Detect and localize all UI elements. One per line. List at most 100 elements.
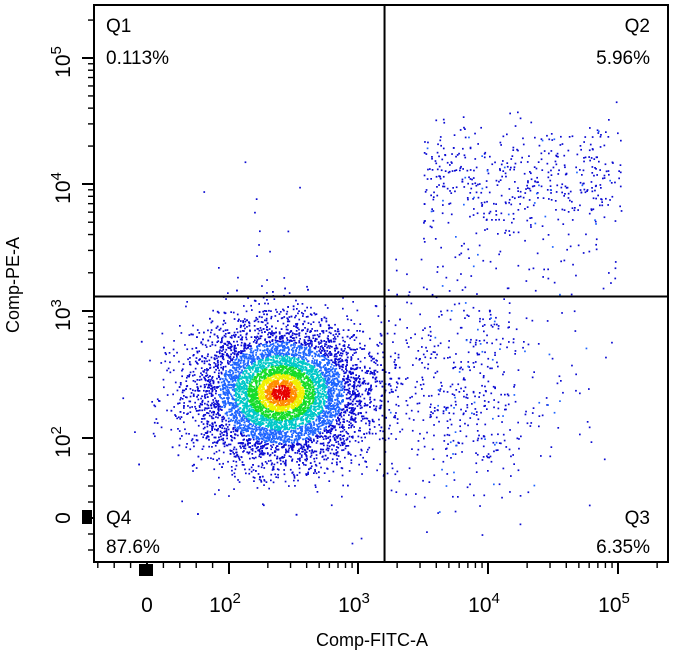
event-dot [373, 398, 376, 401]
event-dot [217, 408, 220, 411]
event-dot [345, 366, 347, 368]
event-dot [314, 334, 316, 337]
event-dot [212, 382, 215, 385]
event-dot [225, 430, 228, 433]
event-dot [345, 368, 347, 370]
event-dot [323, 316, 326, 319]
event-dot [336, 347, 339, 350]
event-dot [192, 380, 195, 382]
event-dot [423, 220, 426, 223]
event-dot [343, 442, 346, 445]
event-dot [388, 320, 390, 322]
event-dot [360, 448, 363, 451]
event-dot [198, 405, 201, 407]
event-dot [227, 360, 229, 362]
event-dot [424, 141, 426, 143]
event-dot [472, 440, 475, 442]
event-dot [291, 443, 294, 445]
event-dot [357, 413, 360, 416]
event-dot [196, 395, 198, 398]
event-dot [204, 393, 206, 396]
event-dot [240, 338, 243, 340]
event-dot [408, 417, 411, 420]
event-dot [345, 358, 348, 361]
event-dot [255, 316, 258, 319]
event-dot [277, 352, 280, 355]
event-dot [188, 400, 191, 403]
event-dot [243, 344, 245, 347]
event-dots [122, 101, 623, 545]
event-dot [331, 420, 333, 423]
event-dot [216, 441, 219, 443]
event-dot [247, 363, 249, 366]
event-dot [351, 411, 354, 414]
event-dot [488, 456, 490, 459]
event-dot [231, 420, 233, 422]
event-dot [226, 392, 229, 395]
event-dot [345, 351, 348, 354]
event-dot [335, 355, 338, 358]
event-dot [274, 339, 277, 341]
event-dot [311, 328, 313, 330]
event-dot [519, 203, 521, 205]
event-dot [164, 352, 167, 354]
event-dot [210, 329, 213, 331]
event-dot [453, 394, 456, 396]
event-dot [300, 343, 303, 346]
event-dot [340, 393, 343, 395]
event-dot [241, 419, 243, 421]
event-dot [439, 175, 441, 178]
event-dot [485, 186, 488, 189]
event-dot [341, 495, 343, 498]
event-dot [207, 376, 210, 379]
event-dot [203, 360, 206, 363]
event-dot [530, 226, 532, 228]
event-dot [551, 357, 554, 360]
event-dot [328, 377, 330, 380]
event-dot [328, 379, 330, 381]
event-dot [550, 446, 553, 448]
event-dot [209, 335, 211, 338]
event-dot [492, 441, 495, 444]
event-dot [323, 367, 326, 370]
event-dot [443, 390, 445, 393]
event-dot [264, 319, 266, 322]
event-dot [611, 341, 613, 344]
event-dot [463, 126, 465, 129]
event-dot [494, 351, 496, 354]
event-dot [361, 473, 363, 475]
event-dot [466, 404, 469, 406]
event-dot [490, 433, 493, 436]
event-dot [309, 436, 311, 439]
event-dot [236, 313, 239, 316]
event-dot [326, 447, 329, 449]
event-dot [298, 310, 300, 312]
event-dot [527, 180, 529, 182]
event-dot [376, 371, 379, 373]
event-dot [258, 244, 260, 246]
event-dot [460, 408, 462, 411]
event-dot [245, 420, 248, 422]
event-dot [252, 350, 255, 353]
event-dot [258, 441, 260, 443]
event-dot [432, 210, 435, 212]
event-dot [230, 466, 233, 468]
event-dot [276, 346, 279, 349]
event-dot [597, 132, 600, 134]
event-dot [469, 192, 472, 194]
event-dot [210, 457, 212, 460]
event-dot [350, 462, 353, 464]
event-dot [300, 456, 303, 458]
event-dot [380, 364, 382, 366]
event-dot [564, 185, 567, 188]
event-dot [547, 234, 550, 236]
event-dot [220, 406, 223, 408]
event-dot [595, 197, 597, 200]
event-dot [327, 431, 330, 433]
event-dot [359, 400, 362, 403]
event-dot [266, 355, 269, 358]
event-dot [221, 339, 223, 342]
event-dot [373, 408, 376, 411]
event-dot [370, 386, 372, 388]
event-dot [285, 450, 288, 452]
